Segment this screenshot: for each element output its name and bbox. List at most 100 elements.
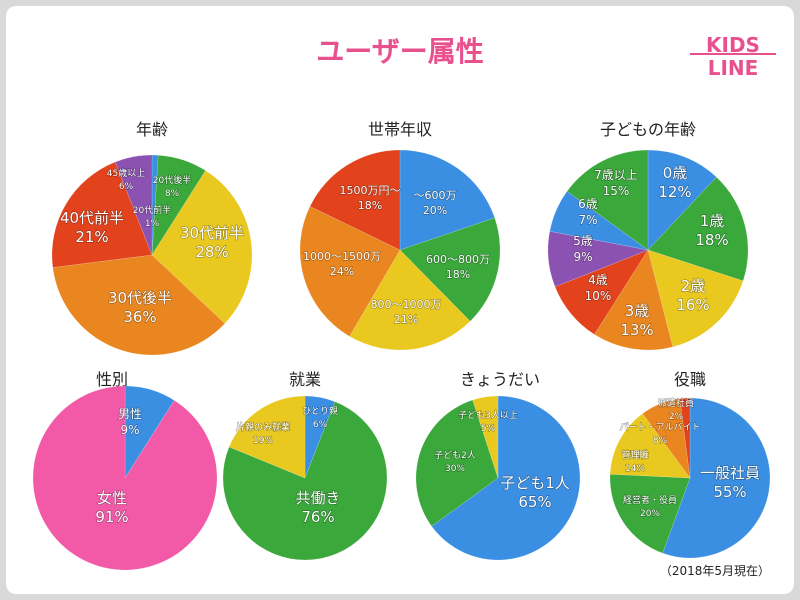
slice-value-label: 91% bbox=[95, 508, 128, 526]
pie-slice bbox=[431, 395, 581, 561]
pie-slice bbox=[304, 395, 336, 479]
slice-label: 600〜800万 bbox=[426, 253, 490, 266]
slice-label: 20代前半 bbox=[133, 204, 171, 216]
slice-value-label: 19% bbox=[253, 436, 273, 446]
pie-slice bbox=[151, 154, 206, 256]
slice-value-label: 28% bbox=[195, 243, 228, 261]
pie-slice bbox=[228, 395, 306, 479]
pie-slice bbox=[647, 149, 717, 251]
page-title: ユーザー属性 bbox=[316, 35, 484, 68]
pie-slice bbox=[399, 149, 496, 251]
slice-value-label: 30% bbox=[445, 464, 465, 474]
slice-value-label: 13% bbox=[620, 321, 653, 339]
slice-label: 45歳以上 bbox=[107, 167, 145, 179]
slice-value-label: 14% bbox=[625, 464, 645, 474]
slice-value-label: 18% bbox=[695, 231, 728, 249]
slice-value-label: 18% bbox=[446, 268, 470, 281]
slice-label: 経営者・役員 bbox=[623, 494, 677, 506]
footnote: （2018年5月現在） bbox=[659, 564, 770, 578]
slice-label: 0歳 bbox=[663, 164, 688, 182]
slice-label: 一般社員 bbox=[700, 464, 760, 482]
pie-slice bbox=[51, 161, 153, 268]
pie-slice bbox=[609, 473, 691, 554]
slice-value-label: 18% bbox=[358, 199, 382, 212]
slice-label: 30代前半 bbox=[180, 224, 244, 242]
slice-value-label: 76% bbox=[301, 508, 334, 526]
pie-slice bbox=[662, 397, 771, 559]
chart-title-age: 年齢 bbox=[135, 120, 169, 139]
pie-slice bbox=[52, 254, 226, 356]
slice-value-label: 16% bbox=[676, 296, 709, 314]
slice-label: 6歳 bbox=[578, 197, 598, 211]
slice-label: 派遣社員 bbox=[658, 397, 694, 409]
pie-slice bbox=[114, 154, 153, 256]
slice-label: 1500万円〜 bbox=[340, 184, 401, 197]
pie-slice bbox=[222, 401, 388, 561]
slice-value-label: 7% bbox=[578, 213, 597, 227]
pie-slice bbox=[299, 206, 401, 337]
pie-slice bbox=[151, 154, 159, 256]
pie-slice bbox=[547, 230, 649, 288]
pie-slice bbox=[399, 217, 501, 322]
slice-value-label: 2% bbox=[669, 412, 684, 422]
chart-title-child-age: 子どもの年齢 bbox=[599, 120, 697, 139]
slice-label: 1000〜1500万 bbox=[303, 250, 381, 263]
pie-slice bbox=[472, 395, 499, 479]
slice-value-label: 9% bbox=[573, 250, 592, 264]
slice-label: ひとり親 bbox=[302, 405, 338, 417]
pie-slice bbox=[554, 249, 649, 335]
slice-label: 共働き bbox=[295, 489, 340, 507]
pie-slice bbox=[151, 170, 253, 324]
slice-label: 40代前半 bbox=[60, 209, 124, 227]
slice-value-label: 6% bbox=[313, 420, 328, 430]
chart-title-siblings: きょうだい bbox=[459, 370, 541, 389]
pie-slice bbox=[309, 149, 401, 251]
slice-value-label: 1% bbox=[145, 219, 160, 229]
slice-value-label: 5% bbox=[481, 424, 496, 434]
slice-value-label: 20% bbox=[423, 204, 447, 217]
slice-value-label: 55% bbox=[713, 483, 746, 501]
pie-slice bbox=[32, 385, 218, 571]
chart-title-gender: 性別 bbox=[95, 370, 129, 389]
slice-value-label: 20% bbox=[640, 509, 660, 519]
slice-label: 子ども3人以上 bbox=[458, 410, 518, 421]
chart-title-employment: 就業 bbox=[288, 370, 322, 389]
slice-label: パート・アルバイト bbox=[620, 422, 701, 433]
slice-value-label: 12% bbox=[658, 183, 691, 201]
pie-slice bbox=[124, 385, 175, 479]
slice-label: 2歳 bbox=[681, 277, 706, 295]
slice-label: 5歳 bbox=[573, 234, 593, 248]
slice-label: 7歳以上 bbox=[594, 168, 638, 182]
slice-value-label: 21% bbox=[394, 313, 418, 326]
slice-label: 4歳 bbox=[588, 273, 608, 287]
slice-value-label: 6% bbox=[119, 182, 134, 192]
pie-slice bbox=[647, 249, 744, 348]
slice-label: 30代後半 bbox=[108, 289, 172, 307]
slice-value-label: 8% bbox=[653, 436, 668, 446]
slice-label: 子ども2人 bbox=[434, 450, 476, 461]
kids-line-logo: KIDS LINE bbox=[690, 33, 776, 80]
pie-slice bbox=[647, 176, 749, 282]
chart-title-position: 役職 bbox=[673, 370, 707, 389]
slice-label: 管理職 bbox=[621, 449, 648, 461]
slice-value-label: 8% bbox=[165, 189, 180, 199]
slice-value-label: 24% bbox=[330, 265, 354, 278]
slice-label: 3歳 bbox=[625, 302, 650, 320]
svg-text:LINE: LINE bbox=[708, 56, 759, 80]
slice-value-label: 9% bbox=[120, 423, 139, 437]
slice-label: 1歳 bbox=[700, 212, 725, 230]
chart-title-income: 世帯年収 bbox=[367, 120, 433, 139]
slice-value-label: 21% bbox=[75, 228, 108, 246]
pie-slice bbox=[566, 149, 649, 251]
pie-slice bbox=[609, 413, 691, 479]
slice-label: 女性 bbox=[97, 489, 127, 507]
slice-label: 男性 bbox=[118, 407, 142, 421]
pie-slice bbox=[679, 397, 691, 479]
slice-value-label: 15% bbox=[603, 184, 630, 198]
slice-label: 〜600万 bbox=[414, 189, 457, 202]
slice-label: 800〜1000万 bbox=[371, 298, 442, 311]
pie-slice bbox=[549, 190, 649, 251]
pie-slice bbox=[415, 399, 499, 527]
slice-label: 20代後半 bbox=[153, 174, 191, 186]
